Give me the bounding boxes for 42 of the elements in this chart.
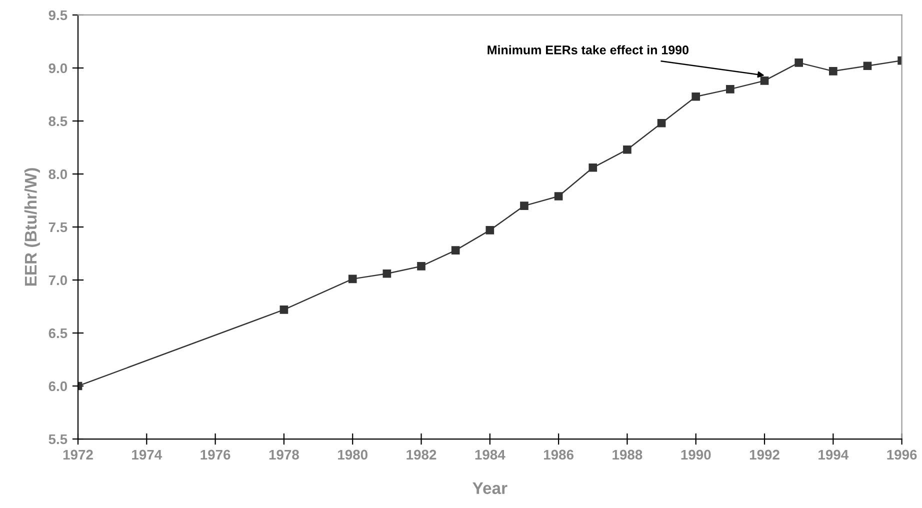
point [828, 67, 838, 76]
y-tick-label: 9.5 [48, 10, 68, 20]
x-axis-title: Year [472, 482, 508, 494]
y-tick-label: 8.0 [48, 169, 68, 180]
x-tick-label: 1996 [887, 450, 917, 460]
x-tick-label: 1976 [200, 450, 230, 460]
y-tick-label: 8.5 [48, 116, 68, 126]
x-tick-label: 1994 [818, 450, 849, 460]
y-tick-label: 6.5 [48, 328, 68, 338]
point [692, 92, 700, 101]
y-tick-label: 9.0 [48, 63, 68, 74]
x-tick-label: 1990 [681, 450, 711, 460]
x-tick-label: 1974 [132, 450, 162, 460]
point [657, 118, 666, 128]
x-tick-label: 1984 [475, 450, 506, 460]
point [588, 163, 598, 172]
point [280, 306, 288, 314]
point [520, 202, 528, 210]
point [417, 262, 426, 270]
x-tick-label: 1972 [63, 450, 93, 460]
x-tick-label: 1982 [406, 450, 436, 460]
point [863, 62, 872, 70]
point [623, 145, 632, 154]
x-tick-label: 1986 [544, 450, 574, 460]
y-tick-label: 7.0 [48, 275, 68, 286]
point [348, 274, 357, 284]
y-tick-label: 5.5 [48, 434, 68, 444]
x-tick-label: 1978 [269, 450, 299, 460]
y-axis-title: EER (Btu/hr/W) [24, 168, 40, 286]
point [554, 192, 563, 200]
annotation: Minimum EERs take effect in 1990 [488, 45, 688, 54]
point [760, 76, 769, 85]
point [794, 58, 803, 67]
point [486, 226, 494, 234]
x-tick-label: 1988 [612, 450, 642, 460]
x-tick-label: 1980 [338, 450, 368, 460]
y-tick-label: 6.0 [48, 381, 68, 392]
x-tick-label: 1992 [750, 450, 780, 460]
y-tick-label: 7.5 [48, 222, 68, 232]
point [451, 246, 460, 254]
point [726, 85, 734, 94]
point [382, 269, 392, 278]
